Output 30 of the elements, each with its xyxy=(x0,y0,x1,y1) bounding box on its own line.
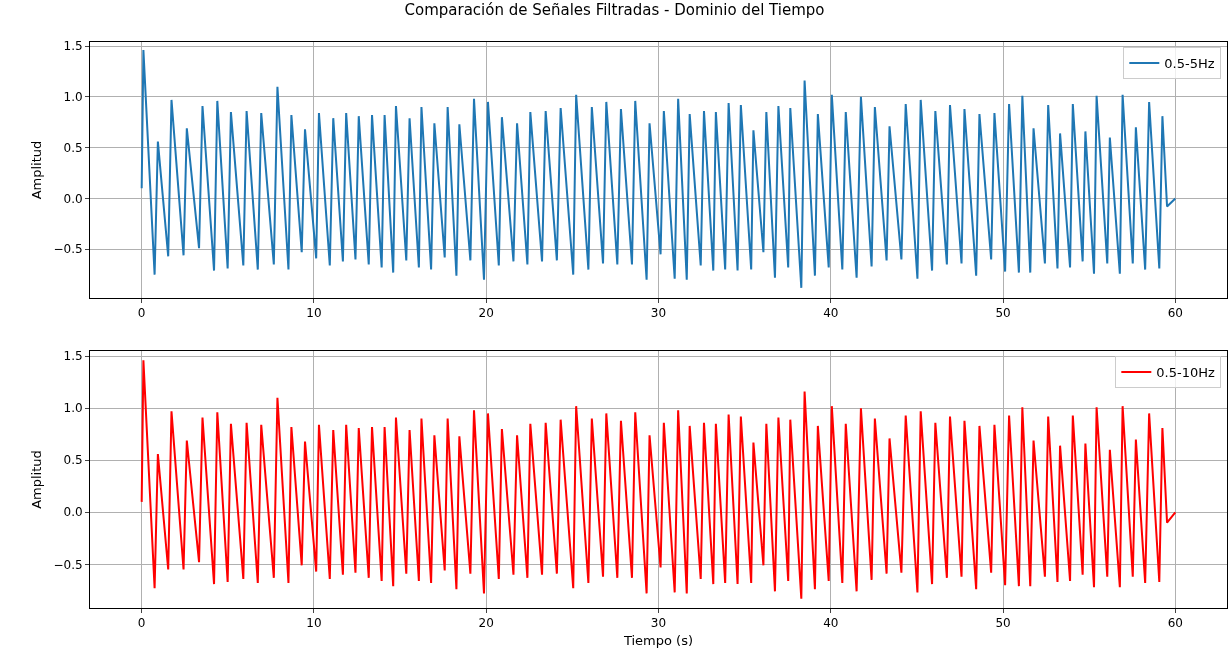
legend-label: 0.5-5Hz xyxy=(1164,56,1215,72)
x-tick-label: 0 xyxy=(137,616,146,631)
x-tick-label: 40 xyxy=(823,306,839,321)
y-axis-title: Amplitud xyxy=(29,140,45,200)
y-tick-label: 1.0 xyxy=(63,90,83,105)
y-tick-label: 1.5 xyxy=(63,39,83,54)
legend-label: 0.5-10Hz xyxy=(1156,365,1215,381)
x-tick-label: 50 xyxy=(995,616,1011,631)
x-tick-label: 30 xyxy=(650,306,667,321)
y-tick-label: −0.5 xyxy=(53,557,83,572)
y-tick-label: 1.0 xyxy=(63,401,83,416)
x-tick-label: 60 xyxy=(1167,616,1183,631)
x-tick-label: 10 xyxy=(306,616,322,631)
x-tick-label: 50 xyxy=(995,306,1011,321)
x-tick-label: 10 xyxy=(306,306,322,321)
y-tick-label: 1.5 xyxy=(63,349,83,364)
x-axis-title: Tiempo (s) xyxy=(622,633,694,648)
x-tick-label: 20 xyxy=(478,306,494,321)
chart-title: Comparación de Señales Filtradas - Dominio del Tiempo xyxy=(404,1,825,20)
x-tick-label: 60 xyxy=(1167,306,1183,321)
y-tick-label: 0.0 xyxy=(63,191,83,206)
y-tick-label: 0.5 xyxy=(63,140,83,155)
x-tick-label: 0 xyxy=(137,306,146,321)
x-tick-label: 40 xyxy=(823,616,839,631)
y-tick-label: 0.0 xyxy=(63,505,83,520)
y-tick-label: −0.5 xyxy=(53,242,83,257)
y-axis-title: Amplitud xyxy=(29,450,45,509)
x-tick-label: 30 xyxy=(650,616,667,631)
x-tick-label: 20 xyxy=(478,616,494,631)
y-tick-label: 0.5 xyxy=(63,453,83,468)
